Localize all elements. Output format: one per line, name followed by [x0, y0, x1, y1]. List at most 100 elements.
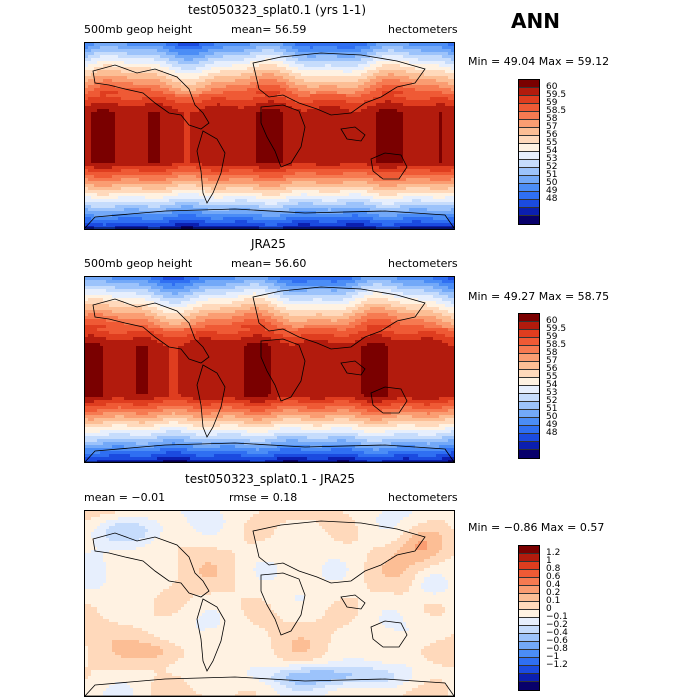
colorbar-swatch — [519, 442, 539, 450]
colorbar-tick-label: 55 — [546, 372, 557, 382]
colorbar-swatch — [519, 562, 539, 570]
colorbar-tick-label: 58 — [546, 114, 557, 124]
colorbar-swatch — [519, 314, 539, 322]
coastline — [370, 386, 408, 414]
colorbar-swatch — [519, 208, 539, 216]
coastline — [260, 338, 306, 402]
panel-3-mean: mean = −0.01 — [84, 491, 165, 504]
colorbar-tick-label: 52 — [546, 162, 557, 172]
coastline — [92, 532, 210, 598]
colorbar-swatch — [519, 674, 539, 682]
panel-1-mean: mean= 56.59 — [231, 23, 306, 36]
colorbar-tick-label: −0.4 — [546, 628, 568, 638]
colorbar-swatch — [519, 546, 539, 554]
coastline — [260, 104, 306, 168]
panel-2-minmax: Min = 49.27 Max = 58.75 — [468, 290, 609, 303]
colorbar-tick-label: 48 — [546, 194, 557, 204]
colorbar-swatch — [519, 410, 539, 418]
panel-1-variable: 500mb geop height — [84, 23, 192, 36]
colorbar-swatch — [519, 144, 539, 152]
colorbar-tick-label: 0.4 — [546, 580, 560, 590]
colorbar-tick-label: 0 — [546, 604, 552, 614]
colorbar-swatch — [519, 112, 539, 120]
colorbar-tick-label: 59.5 — [546, 90, 566, 100]
colorbar-tick-label: 60 — [546, 316, 557, 326]
panel-2-colorbar — [518, 313, 540, 459]
field-cells — [85, 43, 454, 229]
panel-2-mean: mean= 56.60 — [231, 257, 306, 270]
coastline — [252, 52, 426, 116]
colorbar-tick-label: 56 — [546, 130, 557, 140]
colorbar-swatch — [519, 626, 539, 634]
colorbar-swatch — [519, 450, 539, 458]
coastline — [196, 598, 226, 672]
colorbar-tick-label: 53 — [546, 154, 557, 164]
panel-3-minmax: Min = −0.86 Max = 0.57 — [468, 521, 604, 534]
panel-1-title: test050323_splat0.1 (yrs 1-1) — [188, 3, 366, 17]
coastline — [252, 286, 426, 350]
panel-1-minmax: Min = 49.04 Max = 59.12 — [468, 55, 609, 68]
colorbar-swatch — [519, 418, 539, 426]
colorbar-tick-label: 50 — [546, 178, 557, 188]
coastline — [370, 152, 408, 180]
colorbar-tick-label: −0.2 — [546, 620, 568, 630]
colorbar-swatch — [519, 80, 539, 88]
colorbar-swatch — [519, 378, 539, 386]
colorbar-tick-label: 53 — [546, 388, 557, 398]
panel-2-map — [84, 276, 455, 463]
colorbar-tick-label: −0.8 — [546, 644, 568, 654]
season-label: ANN — [511, 9, 560, 33]
colorbar-tick-label: 58.5 — [546, 340, 566, 350]
colorbar-swatch — [519, 200, 539, 208]
panel-1-map — [84, 42, 455, 230]
colorbar-swatch — [519, 402, 539, 410]
colorbar-swatch — [519, 434, 539, 442]
coastline — [340, 594, 366, 610]
colorbar-swatch — [519, 96, 539, 104]
colorbar-swatch — [519, 370, 539, 378]
colorbar-tick-label: 0.1 — [546, 596, 560, 606]
colorbar-tick-label: 57 — [546, 356, 557, 366]
colorbar-tick-label: 54 — [546, 146, 557, 156]
panel-3-map — [84, 510, 455, 697]
panel-3-units: hectometers — [388, 491, 458, 504]
panel-1-colorbar — [518, 79, 540, 225]
colorbar-swatch — [519, 642, 539, 650]
coastline — [92, 298, 210, 364]
colorbar-swatch — [519, 658, 539, 666]
colorbar-swatch — [519, 176, 539, 184]
coastline — [92, 64, 210, 130]
coastline — [340, 126, 366, 142]
colorbar-tick-label: −0.1 — [546, 612, 568, 622]
coastlines — [85, 520, 454, 696]
colorbar-swatch — [519, 666, 539, 674]
coastline — [370, 620, 408, 648]
panel-3-title: test050323_splat0.1 - JRA25 — [185, 472, 355, 486]
colorbar-tick-label: 48 — [546, 428, 557, 438]
coastline — [85, 676, 454, 696]
coastline — [340, 360, 366, 376]
colorbar-swatch — [519, 682, 539, 690]
colorbar-tick-label: 59.5 — [546, 324, 566, 334]
colorbar-swatch — [519, 160, 539, 168]
colorbar-tick-label: 1.2 — [546, 548, 560, 558]
colorbar-swatch — [519, 128, 539, 136]
colorbar-tick-label: 49 — [546, 186, 557, 196]
colorbar-swatch — [519, 362, 539, 370]
colorbar-tick-label: 51 — [546, 404, 557, 414]
colorbar-tick-label: −1 — [546, 652, 559, 662]
colorbar-swatch — [519, 602, 539, 610]
colorbar-swatch — [519, 88, 539, 96]
colorbar-swatch — [519, 578, 539, 586]
coastlines — [85, 286, 454, 462]
panel-2-title: JRA25 — [251, 237, 286, 251]
colorbar-tick-label: 0.6 — [546, 572, 560, 582]
field-cells — [85, 511, 454, 696]
colorbar-swatch — [519, 338, 539, 346]
colorbar-swatch — [519, 192, 539, 200]
colorbar-tick-label: 59 — [546, 332, 557, 342]
colorbar-tick-label: 0.8 — [546, 564, 560, 574]
colorbar-tick-label: 56 — [546, 364, 557, 374]
colorbar-swatch — [519, 346, 539, 354]
panel-3-rmse: rmse = 0.18 — [229, 491, 297, 504]
